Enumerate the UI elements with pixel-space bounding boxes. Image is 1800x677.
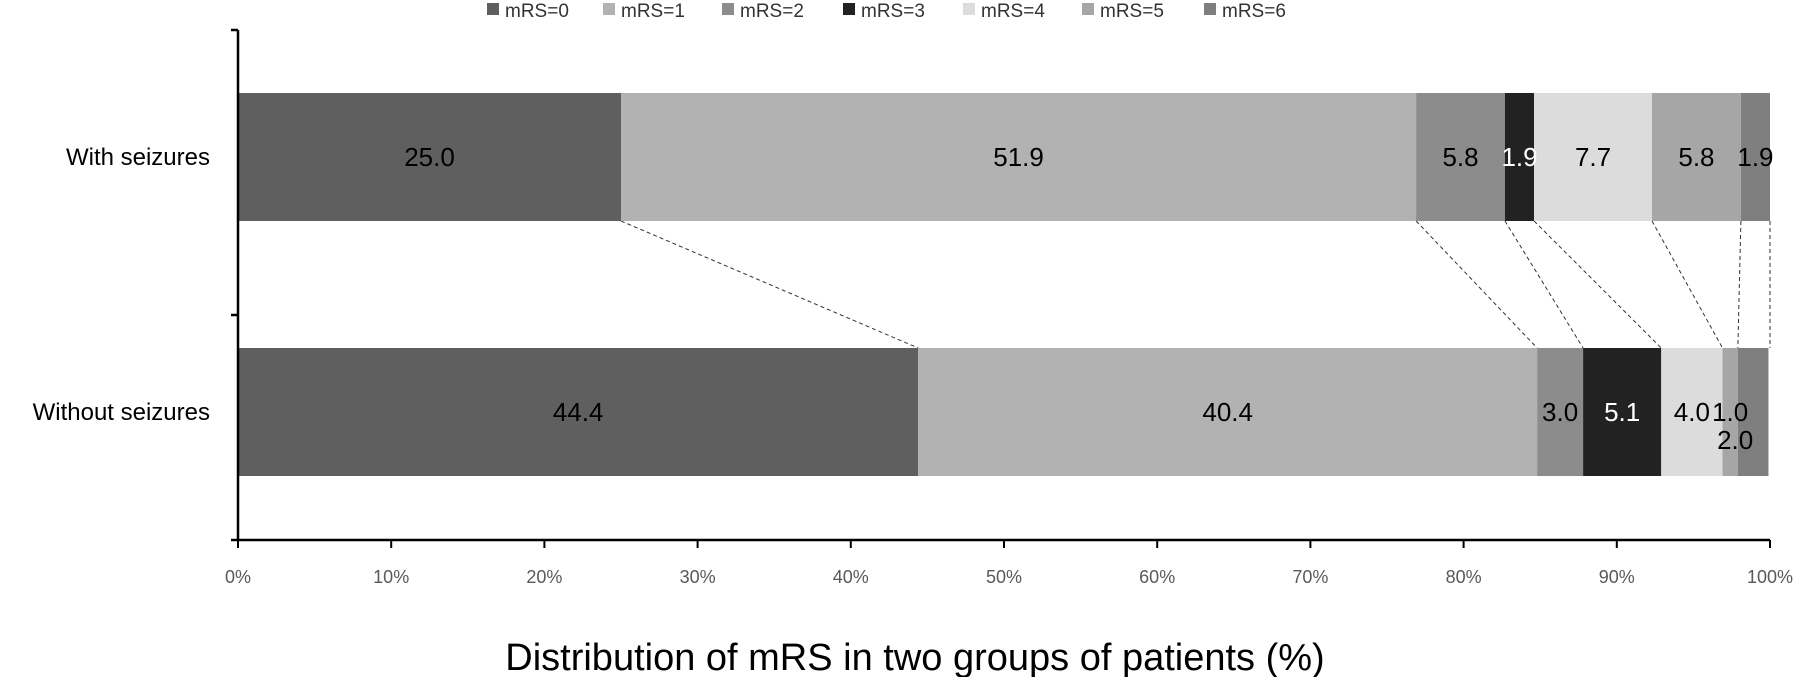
legend-item: mRS=1 — [603, 1, 685, 22]
connector-lines — [620, 220, 1771, 349]
data-label: 44.4 — [553, 397, 604, 427]
legend-label: mRS=6 — [1222, 1, 1286, 22]
x-tick-label: 20% — [526, 567, 562, 587]
legend-swatch — [487, 3, 499, 15]
connector-line — [1651, 220, 1723, 349]
x-tick-label: 80% — [1446, 567, 1482, 587]
x-axis-title: Distribution of mRS in two groups of pat… — [505, 637, 1324, 677]
bar-segment — [1504, 93, 1535, 221]
legend-label: mRS=4 — [981, 1, 1045, 22]
x-tick-label: 40% — [833, 567, 869, 587]
bar-segment — [1661, 348, 1723, 476]
x-tick-label: 90% — [1599, 567, 1635, 587]
bars: 25.0 51.9 5.8 1.9 7.7 5.8 1.9 With seizures 44.4… — [33, 93, 1774, 476]
axes: 0% 10% 20% 30% 40% 50% 60% 70% 80% 90% 100% — [225, 28, 1793, 587]
data-label: 25.0 — [404, 142, 455, 172]
legend-swatch — [963, 3, 975, 15]
bar-segment — [621, 93, 1417, 221]
connector-line — [1533, 220, 1662, 349]
data-label: 51.9 — [993, 142, 1044, 172]
connector-line — [1415, 220, 1538, 349]
data-label: 4.0 — [1674, 397, 1710, 427]
bar-segment — [1652, 93, 1741, 221]
x-tick-label: 70% — [1292, 567, 1328, 587]
bar-segment — [1583, 348, 1662, 476]
legend-item: mRS=3 — [843, 1, 925, 22]
legend-item: mRS=0 — [487, 1, 569, 22]
data-label: 7.7 — [1575, 142, 1611, 172]
bar-segment — [1537, 348, 1584, 476]
data-label: 2.0 — [1717, 425, 1753, 455]
legend-label: mRS=2 — [740, 1, 804, 22]
legend-label: mRS=0 — [505, 1, 569, 22]
data-label: 5.1 — [1604, 397, 1640, 427]
data-label: 3.0 — [1542, 397, 1578, 427]
connector-line — [620, 220, 919, 349]
bar-group: 25.0 51.9 5.8 1.9 7.7 5.8 1.9 With seizures — [66, 93, 1774, 221]
legend-swatch — [1082, 3, 1094, 15]
category-label: Without seizures — [33, 399, 210, 426]
legend-swatch — [1204, 3, 1216, 15]
data-label: 40.4 — [1202, 397, 1253, 427]
legend-label: mRS=3 — [861, 1, 925, 22]
data-label: 5.8 — [1678, 142, 1714, 172]
legend-swatch — [722, 3, 734, 15]
x-tick-label: 0% — [225, 567, 251, 587]
x-tick-label: 10% — [373, 567, 409, 587]
legend-item: mRS=6 — [1204, 1, 1286, 22]
category-label: With seizures — [66, 144, 210, 171]
x-tick-label: 30% — [680, 567, 716, 587]
legend-swatch — [603, 3, 615, 15]
x-tick-label: 60% — [1139, 567, 1175, 587]
bar-segment — [1416, 93, 1505, 221]
legend-label: mRS=5 — [1100, 1, 1164, 22]
connector-line — [1504, 220, 1584, 349]
legend-item: mRS=5 — [1082, 1, 1164, 22]
data-label: 1.9 — [1737, 142, 1773, 172]
legend-label: mRS=1 — [621, 1, 685, 22]
bar-segment — [238, 348, 919, 476]
legend-swatch — [843, 3, 855, 15]
data-label: 5.8 — [1442, 142, 1478, 172]
bar-segment — [1740, 93, 1770, 221]
legend-item: mRS=2 — [722, 1, 804, 22]
bar-group: 44.4 40.4 3.0 5.1 4.0 1.02.0 Without seizures — [33, 348, 1769, 476]
connector-line — [1737, 220, 1742, 349]
data-label: 1.0 — [1712, 397, 1748, 427]
legend-item: mRS=4 — [963, 1, 1045, 22]
x-tick-label: 50% — [986, 567, 1022, 587]
bar-segment — [1534, 93, 1653, 221]
legend: mRS=0 mRS=1 mRS=2 mRS=3 mRS=4 mRS=5 mRS=6 — [487, 1, 1286, 22]
bar-segment — [238, 93, 621, 221]
bar-segment — [1722, 348, 1738, 476]
bar-segment — [1737, 348, 1769, 476]
bar-segment — [918, 348, 1538, 476]
data-label: 1.9 — [1501, 142, 1537, 172]
x-tick-label: 100% — [1747, 567, 1793, 587]
